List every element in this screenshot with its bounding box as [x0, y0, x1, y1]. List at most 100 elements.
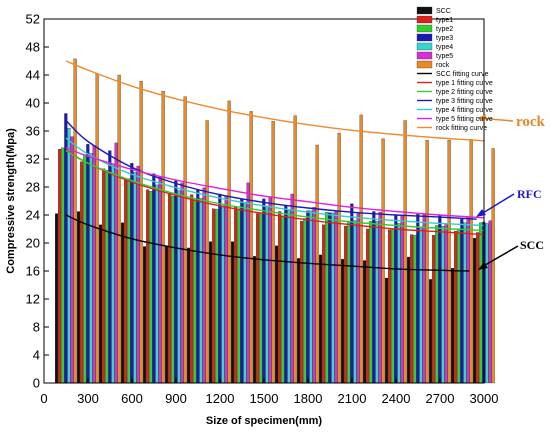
bar-type5-2850 — [466, 217, 470, 384]
bar-type5-2550 — [422, 214, 426, 384]
bar-SCC-2400 — [384, 277, 389, 384]
legend-swatch-type5 — [416, 51, 433, 60]
bar-type4-1200 — [221, 205, 225, 384]
bar-rock-1050 — [205, 120, 209, 384]
y-tick-label-0: 0 — [33, 376, 40, 391]
y-tick-label-36: 36 — [26, 124, 40, 139]
bar-type4-300 — [89, 153, 93, 384]
fit-curve-SCC-fitting-curve — [65, 214, 470, 272]
bar-SCC-2250 — [362, 260, 367, 384]
bar-type2-150 — [61, 147, 65, 384]
y-tick-label-32: 32 — [26, 152, 40, 167]
bar-type1-1950 — [322, 224, 326, 384]
bar-rock-2850 — [469, 139, 473, 384]
bar-rock-600 — [139, 81, 143, 384]
annotations-layer: rock RFC SCC — [476, 114, 546, 270]
bar-type4-600 — [133, 172, 137, 384]
legend-swatch-type2 — [416, 24, 433, 33]
bar-rock-1500 — [271, 121, 275, 384]
bar-type5-1050 — [202, 187, 206, 384]
bar-type1-2700 — [432, 235, 436, 384]
bar-type2-1500 — [259, 212, 263, 384]
bar-type2-2400 — [391, 229, 395, 384]
bar-type4-2850 — [463, 222, 467, 384]
bar-type1-750 — [146, 189, 150, 384]
bar-type3-1950 — [328, 212, 332, 384]
bar-rock-2100 — [359, 114, 363, 384]
legend-label-type4: type4 — [436, 44, 453, 51]
bar-type5-750 — [158, 176, 162, 384]
annotation-rfc: RFC — [517, 187, 542, 201]
bar-rock-1350 — [249, 111, 253, 384]
x-axis-title: Size of specimen(mm) — [206, 415, 322, 427]
fit-curve-type-4-fitting-curve — [65, 137, 485, 227]
x-tick-label-900: 900 — [165, 391, 187, 406]
bar-type1-300 — [80, 161, 84, 384]
bar-type4-2550 — [419, 228, 423, 384]
bar-rock-450 — [117, 74, 121, 384]
bar-SCC-2850 — [450, 268, 455, 384]
annotation-scc-arrow-line — [479, 245, 519, 269]
bar-type3-1050 — [196, 189, 200, 384]
bar-type1-2400 — [388, 229, 392, 384]
bar-type2-1350 — [237, 208, 241, 384]
legend-label-rock-fitting-curve: rock fitting curve — [436, 125, 487, 132]
fit-curve-type-2-fitting-curve — [65, 149, 485, 232]
bar-SCC-1650 — [274, 245, 279, 384]
bar-type2-1950 — [325, 212, 329, 384]
y-tick-label-52: 52 — [26, 12, 40, 27]
bar-type1-2850 — [454, 230, 458, 384]
bar-type3-2700 — [438, 215, 442, 384]
bar-SCC-600 — [121, 222, 125, 384]
bar-type4-1350 — [243, 202, 247, 384]
bar-type5-600 — [136, 165, 140, 384]
legend-label-type-2-fitting-curve: type 2 fitting curve — [436, 89, 493, 96]
x-tick-label-1500: 1500 — [250, 391, 279, 406]
x-tick-label-0: 0 — [40, 391, 47, 406]
bar-type3-1650 — [284, 205, 288, 384]
legend-label-type-1-fitting-curve: type 1 fitting curve — [436, 80, 493, 87]
bar-type2-600 — [127, 178, 131, 384]
bar-type1-900 — [168, 193, 172, 384]
bar-rock-1200 — [227, 100, 231, 384]
legend-label-type-5-fitting-curve: type 5 fitting curve — [436, 116, 493, 123]
legend-label-type2: type2 — [436, 26, 453, 33]
bar-type3-450 — [108, 150, 112, 384]
bar-type1-1050 — [190, 194, 194, 384]
bar-SCC-1950 — [318, 254, 323, 384]
bar-type2-2550 — [413, 235, 417, 384]
bar-SCC-1800 — [296, 258, 301, 384]
y-tick-label-24: 24 — [26, 208, 40, 223]
bar-type4-1500 — [265, 206, 269, 384]
legend-label-SCC: SCC — [436, 8, 451, 15]
bar-type1-600 — [124, 179, 128, 384]
bar-type5-1200 — [224, 195, 228, 384]
bar-type4-2250 — [375, 221, 379, 384]
bar-rock-2700 — [447, 139, 451, 384]
bar-type2-1050 — [193, 199, 197, 384]
legend-label-type5: type5 — [436, 53, 453, 60]
bar-type3-1350 — [240, 198, 244, 384]
fit-curve-type-1-fitting-curve — [65, 149, 485, 236]
bars-layer — [55, 58, 495, 384]
x-tick-label-2100: 2100 — [338, 391, 367, 406]
legend-swatch-type4 — [416, 42, 433, 51]
bar-type5-1950 — [334, 210, 338, 384]
bar-type4-1050 — [199, 198, 203, 384]
bar-type5-900 — [180, 182, 184, 384]
bar-type1-450 — [102, 168, 106, 384]
bar-type4-450 — [111, 163, 115, 384]
bar-type3-2100 — [350, 203, 354, 384]
bar-type5-2700 — [444, 223, 448, 384]
bar-SCC-750 — [142, 246, 147, 384]
bar-rock-150 — [73, 58, 77, 384]
bar-type4-2700 — [441, 226, 445, 384]
bar-SCC-150 — [55, 213, 59, 384]
bar-SCC-900 — [164, 245, 169, 384]
bar-SCC-1350 — [230, 241, 235, 384]
bar-type2-1650 — [281, 215, 285, 384]
bar-type5-1500 — [268, 197, 272, 384]
fit-curve-type-3-fitting-curve — [65, 119, 477, 220]
